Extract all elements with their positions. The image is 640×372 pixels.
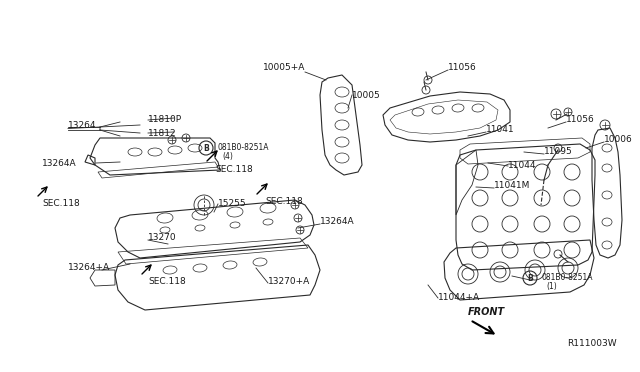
Text: 13264: 13264	[68, 121, 97, 129]
Text: SEC.118: SEC.118	[148, 278, 186, 286]
Text: B: B	[203, 144, 209, 153]
Text: 13264A: 13264A	[320, 218, 355, 227]
Text: 15255: 15255	[218, 199, 246, 208]
Text: 11056: 11056	[448, 64, 477, 73]
Text: SEC.118: SEC.118	[215, 166, 253, 174]
Text: 10005+A: 10005+A	[262, 64, 305, 73]
Text: SEC.118: SEC.118	[42, 199, 80, 208]
Text: 11041: 11041	[486, 125, 515, 135]
Text: (1): (1)	[546, 282, 557, 291]
Text: 11812: 11812	[148, 128, 177, 138]
Text: 11810P: 11810P	[148, 115, 182, 125]
Text: 11056: 11056	[566, 115, 595, 125]
Text: 10006: 10006	[604, 135, 633, 144]
Text: FRONT: FRONT	[468, 307, 505, 317]
Text: (4): (4)	[222, 151, 233, 160]
Text: 13264A: 13264A	[42, 158, 77, 167]
Text: 10005: 10005	[352, 90, 381, 99]
Text: 11044: 11044	[508, 160, 536, 170]
Text: 11044+A: 11044+A	[438, 294, 480, 302]
Text: 081B0-8251A: 081B0-8251A	[218, 142, 269, 151]
Text: 11041M: 11041M	[494, 182, 531, 190]
Text: 13270+A: 13270+A	[268, 278, 310, 286]
Text: 13270: 13270	[148, 234, 177, 243]
Text: 11095: 11095	[544, 148, 573, 157]
Text: B: B	[527, 274, 533, 283]
Text: 081B0-8251A: 081B0-8251A	[542, 273, 593, 282]
Text: SEC.118: SEC.118	[265, 198, 303, 206]
Text: 13264+A: 13264+A	[68, 263, 110, 273]
Text: R111003W: R111003W	[567, 340, 616, 349]
